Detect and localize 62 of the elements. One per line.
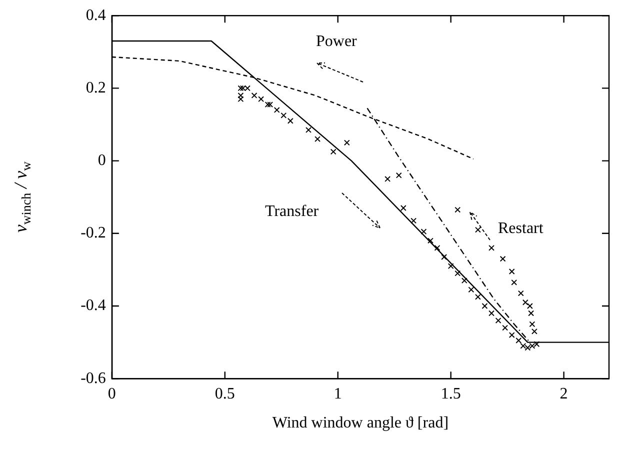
point bbox=[267, 102, 274, 108]
point bbox=[454, 270, 461, 276]
point bbox=[428, 238, 434, 244]
y-tick-label: -0.2 bbox=[80, 224, 106, 242]
point bbox=[454, 206, 461, 213]
point bbox=[434, 244, 440, 251]
point bbox=[502, 324, 508, 331]
point bbox=[520, 342, 526, 349]
point bbox=[441, 254, 448, 260]
point bbox=[522, 299, 528, 306]
point bbox=[396, 172, 402, 178]
point bbox=[482, 303, 488, 309]
point bbox=[274, 107, 280, 113]
point bbox=[531, 328, 538, 334]
point bbox=[264, 102, 271, 108]
y-tick-label: -0.6 bbox=[80, 370, 106, 387]
y-axis-title: vwinch / vw bbox=[10, 160, 34, 233]
point bbox=[516, 338, 522, 344]
point bbox=[384, 176, 391, 182]
y-tick-label: 0.2 bbox=[86, 79, 106, 96]
point bbox=[508, 332, 515, 338]
point bbox=[420, 228, 427, 235]
point bbox=[238, 96, 244, 102]
x-axis-title: Wind window angle ϑ [rad] bbox=[272, 414, 449, 432]
x-tick-label: 2 bbox=[560, 385, 568, 402]
annotation: Restart bbox=[498, 220, 544, 238]
point bbox=[529, 321, 536, 328]
x-tick-label: 1 bbox=[334, 385, 342, 402]
x-tick-label: 0.5 bbox=[214, 385, 235, 402]
point bbox=[468, 286, 474, 293]
point bbox=[495, 318, 502, 324]
y-tick-label: 0 bbox=[98, 152, 106, 170]
y-tick-label: 0.4 bbox=[86, 6, 106, 24]
point bbox=[258, 96, 264, 102]
point bbox=[488, 310, 494, 316]
point bbox=[524, 344, 531, 351]
point bbox=[251, 92, 258, 98]
point bbox=[448, 263, 454, 270]
point bbox=[410, 218, 417, 224]
point bbox=[287, 118, 294, 124]
annotation: Transfer bbox=[265, 203, 319, 221]
annotation: Power bbox=[316, 33, 357, 51]
point bbox=[330, 148, 336, 155]
point bbox=[474, 294, 481, 300]
point bbox=[461, 278, 468, 284]
point bbox=[500, 256, 506, 262]
point bbox=[244, 85, 250, 92]
point bbox=[488, 244, 494, 251]
point bbox=[474, 226, 481, 233]
point bbox=[240, 85, 246, 92]
y-tick-label: -0.4 bbox=[80, 297, 106, 314]
point bbox=[534, 341, 540, 348]
point bbox=[508, 268, 515, 274]
point bbox=[511, 279, 518, 286]
point bbox=[518, 290, 524, 296]
point bbox=[344, 140, 350, 146]
point bbox=[400, 205, 406, 211]
point bbox=[280, 112, 287, 118]
x-tick-label: 1.5 bbox=[440, 385, 461, 402]
point bbox=[314, 136, 321, 142]
point bbox=[306, 126, 312, 133]
point bbox=[529, 342, 536, 349]
